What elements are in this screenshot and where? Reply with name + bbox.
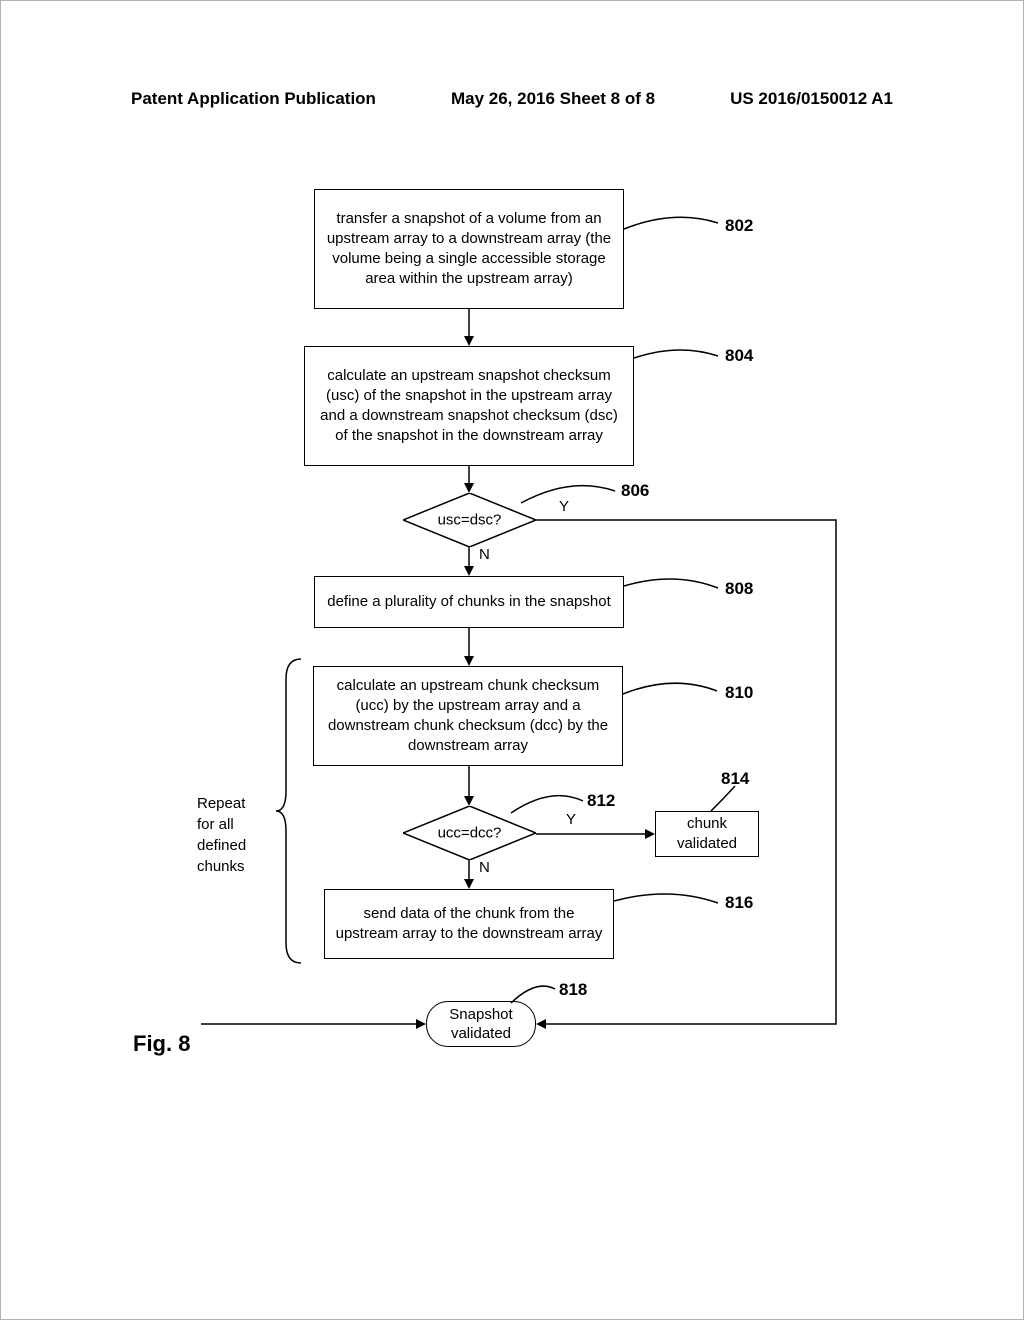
- arrow-802-804: [464, 309, 474, 346]
- ref-816: 816: [725, 893, 753, 913]
- header-right: US 2016/0150012 A1: [730, 89, 893, 109]
- edge-n-812: N: [479, 859, 490, 876]
- ref-812: 812: [587, 791, 615, 811]
- decision-806: usc=dsc?: [403, 493, 536, 547]
- decision-text: ucc=dcc?: [403, 825, 536, 842]
- arrow-804-806: [464, 466, 474, 493]
- process-box-802: transfer a snapshot of a volume from an …: [314, 189, 624, 309]
- edge-n-806: N: [479, 546, 490, 563]
- repeat-label: Repeat for all defined chunks: [197, 793, 246, 877]
- ref-link-816: [614, 891, 724, 916]
- patent-header: Patent Application Publication May 26, 2…: [1, 89, 1023, 109]
- arrow-808-810: [464, 628, 474, 666]
- process-box-808: define a plurality of chunks in the snap…: [314, 576, 624, 628]
- loop-bracket: [276, 659, 306, 963]
- ref-link-814: [711, 786, 741, 814]
- ref-link-810: [623, 679, 723, 704]
- figure-label: Fig. 8: [133, 1031, 190, 1057]
- ref-link-802: [624, 211, 724, 241]
- box-text: send data of the chunk from the upstream…: [335, 904, 603, 945]
- box-text: define a plurality of chunks in the snap…: [327, 592, 611, 612]
- terminal-818: Snapshot validated: [426, 1001, 536, 1047]
- process-box-810: calculate an upstream chunk checksum (uc…: [313, 666, 623, 766]
- decision-812: ucc=dcc?: [403, 806, 536, 860]
- process-box-816: send data of the chunk from the upstream…: [324, 889, 614, 959]
- ref-810: 810: [725, 683, 753, 703]
- ref-link-806: [521, 481, 621, 506]
- arrow-812-814: [536, 829, 655, 839]
- ref-802: 802: [725, 216, 753, 236]
- header-center: May 26, 2016 Sheet 8 of 8: [451, 89, 655, 109]
- edge-y-812: Y: [566, 811, 576, 828]
- process-box-804: calculate an upstream snapshot checksum …: [304, 346, 634, 466]
- arrow-812-816: [464, 860, 474, 889]
- box-text: transfer a snapshot of a volume from an …: [325, 209, 613, 290]
- process-box-814: chunk validated: [655, 811, 759, 857]
- ref-818: 818: [559, 980, 587, 1000]
- edge-y-806: Y: [559, 498, 569, 515]
- box-text: chunk validated: [666, 814, 748, 855]
- arrow-left-818: [201, 1019, 426, 1029]
- header-left: Patent Application Publication: [131, 89, 376, 109]
- ref-804: 804: [725, 346, 753, 366]
- ref-814: 814: [721, 769, 749, 789]
- ref-link-804: [634, 346, 724, 371]
- ref-link-808: [624, 576, 724, 601]
- arrow-810-812: [464, 766, 474, 806]
- box-text: calculate an upstream snapshot checksum …: [315, 366, 623, 447]
- ref-806: 806: [621, 481, 649, 501]
- box-text: calculate an upstream chunk checksum (uc…: [324, 676, 612, 757]
- decision-text: usc=dsc?: [403, 512, 536, 529]
- page-root: Patent Application Publication May 26, 2…: [0, 0, 1024, 1320]
- arrow-806-808: [464, 547, 474, 576]
- terminal-text: Snapshot validated: [441, 1005, 521, 1044]
- ref-808: 808: [725, 579, 753, 599]
